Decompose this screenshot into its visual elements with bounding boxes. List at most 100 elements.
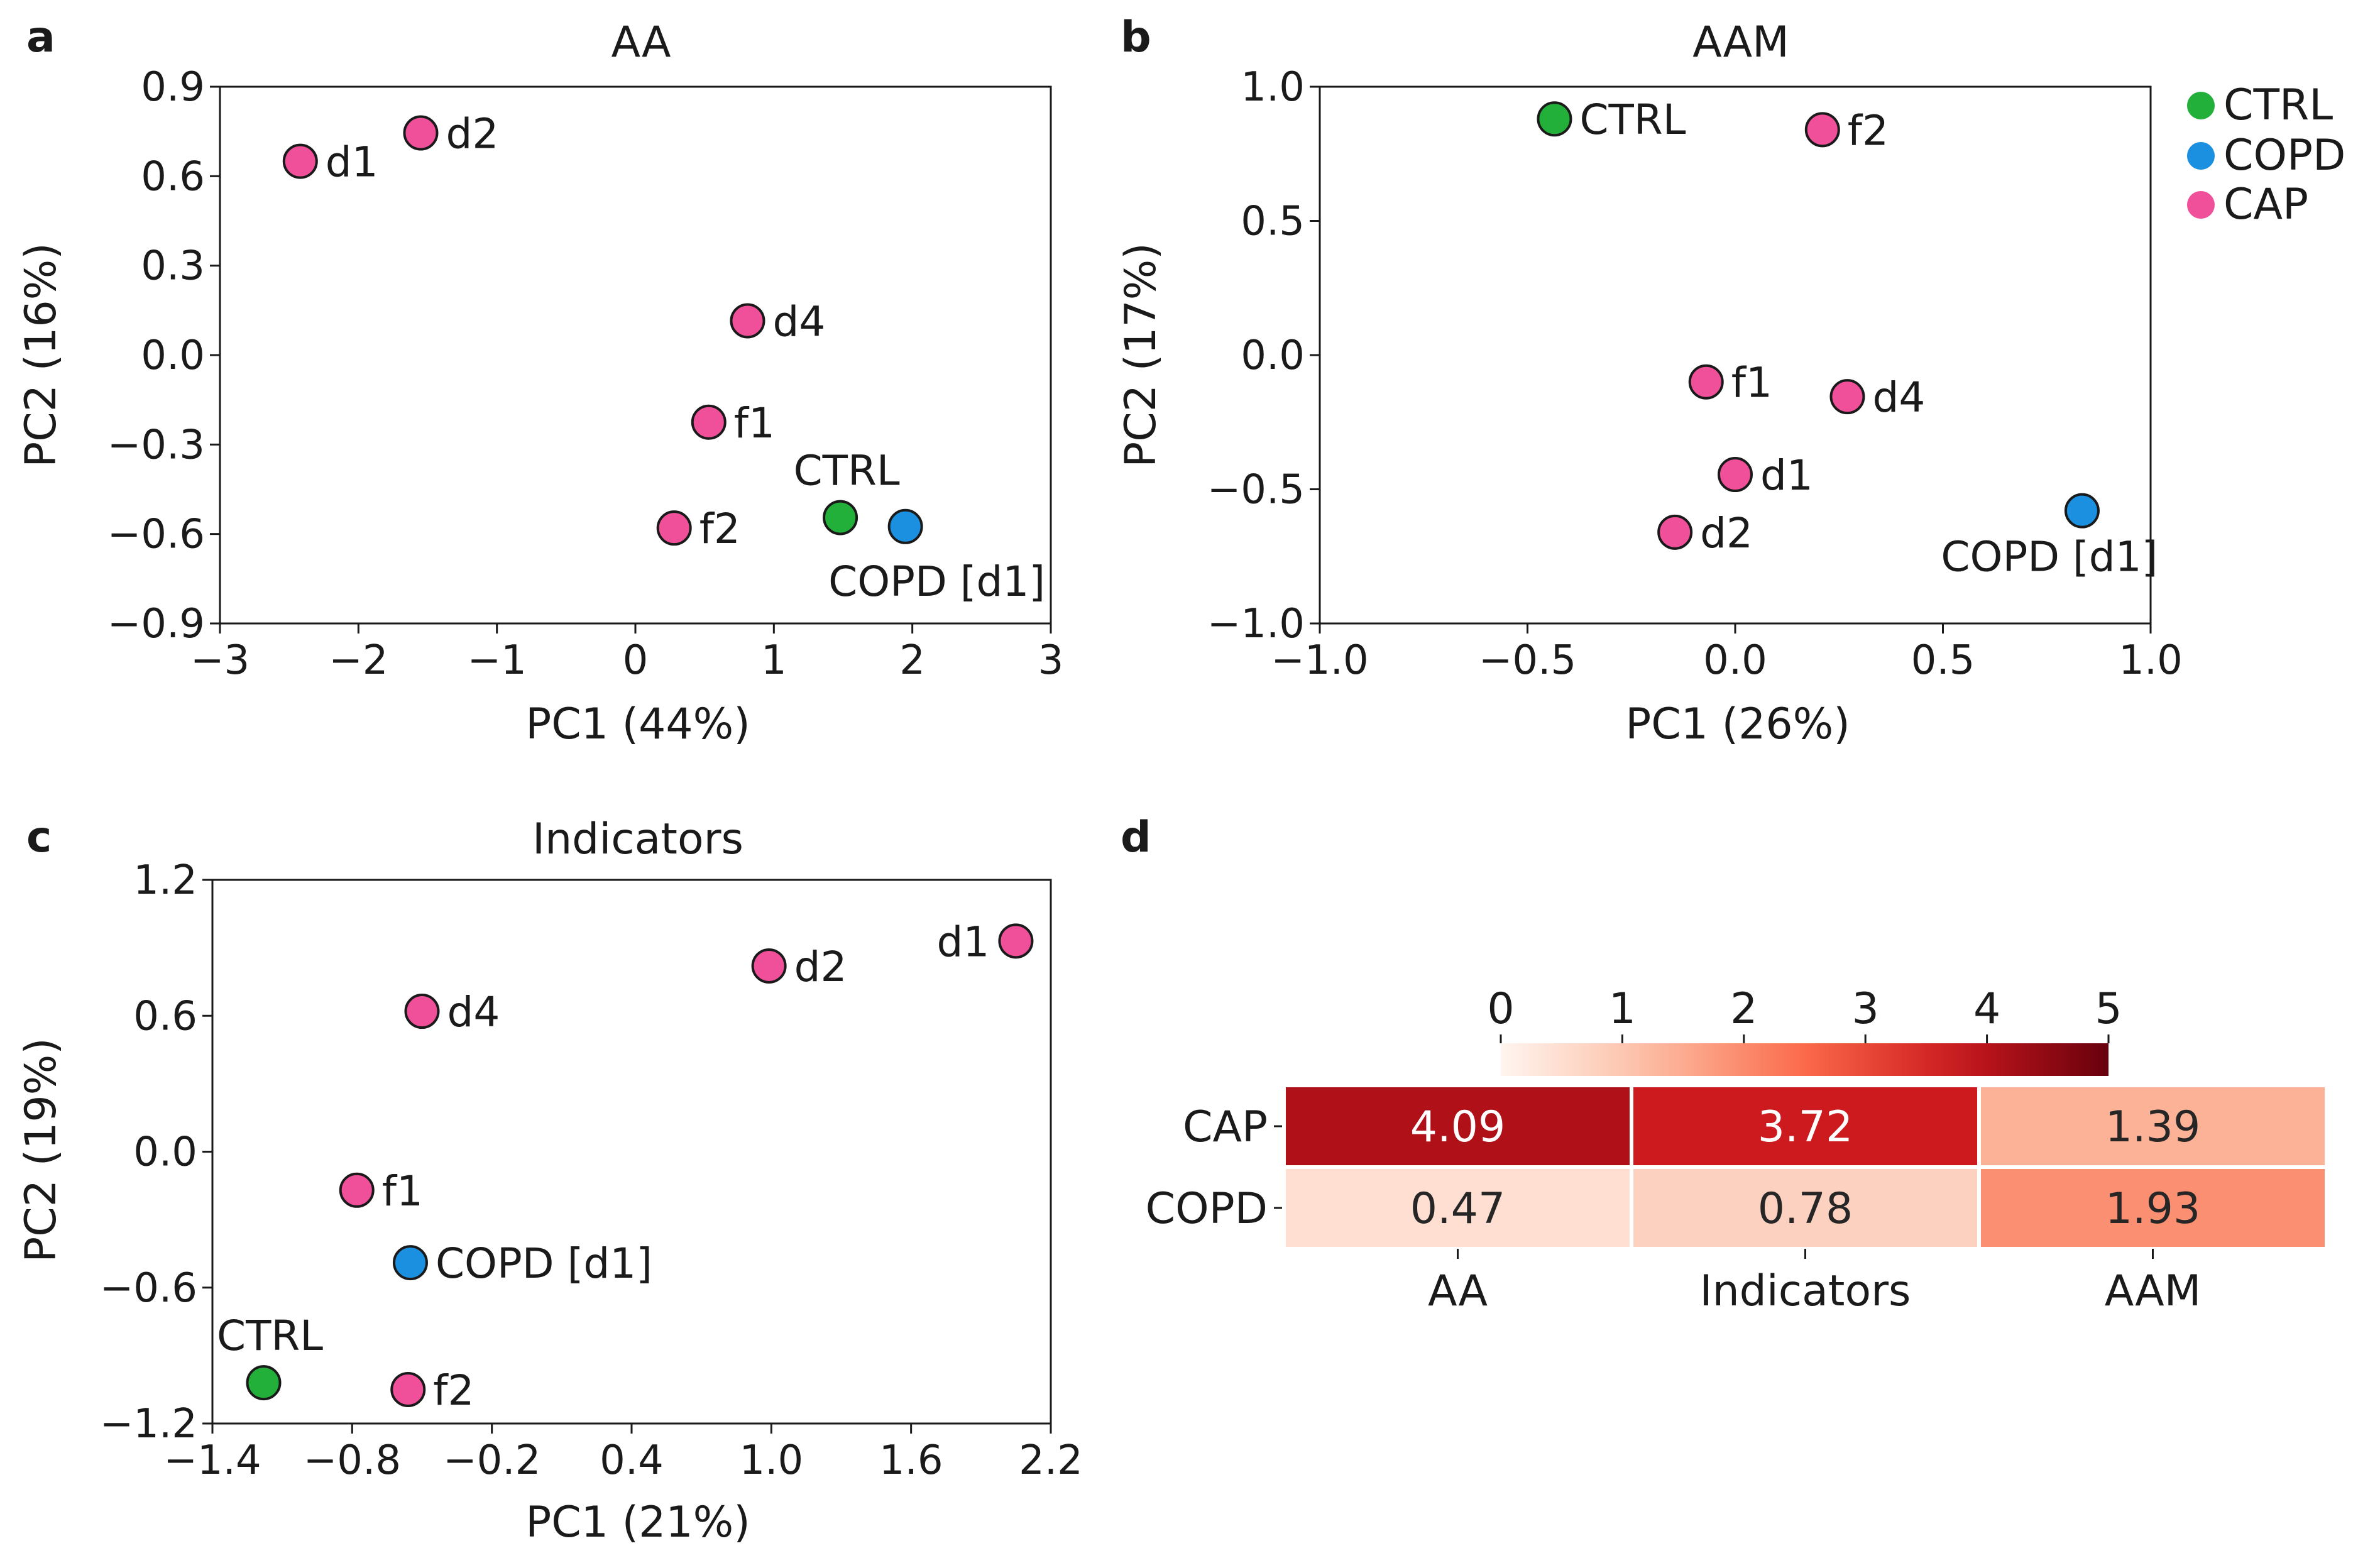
x-tick-label-aa: 2 — [899, 637, 925, 684]
chart-title-indicators: Indicators — [532, 815, 743, 864]
x-tick-label-indicators: 2.2 — [1019, 1437, 1083, 1484]
point-aam-d4 — [1829, 379, 1865, 415]
point-label-aa-d4: d4 — [772, 297, 825, 346]
y-axis-label-aa: PC2 (16%) — [16, 243, 66, 468]
y-tick-label-aam: 0.0 — [1241, 332, 1305, 379]
point-aa-d1 — [282, 143, 318, 179]
y-tick-label-aam: 0.5 — [1241, 199, 1305, 245]
legend-item-ctrl: CTRL — [2187, 80, 2333, 130]
legend-item-cap: CAP — [2187, 180, 2308, 229]
heatmap-col-label-indicators: Indicators — [1700, 1266, 1911, 1316]
x-axis-label-aam: PC1 (26%) — [1625, 699, 1850, 749]
point-label-aam-d4: d4 — [1872, 373, 1925, 422]
colorbar-tick-label: 2 — [1730, 984, 1757, 1034]
panel-letter-a: a — [26, 13, 55, 62]
point-aam-ctrl — [1537, 101, 1572, 137]
point-indicators-f1 — [339, 1172, 375, 1208]
x-tick-label-indicators: 1.0 — [739, 1437, 803, 1484]
heatmap-value-label: 0.78 — [1758, 1184, 1853, 1234]
point-indicators-d4 — [404, 994, 440, 1029]
y-tick-label-indicators: 1.2 — [133, 857, 197, 904]
x-tick-label-aa: −2 — [329, 637, 388, 684]
heatmap-cell-cap-aa — [1282, 1083, 1633, 1169]
point-label-indicators-d2: d2 — [794, 943, 847, 991]
scatter-panel-aa: a AA PC1 (44%) PC2 (16%) −3 −2 −1 0 1 2 3 −0.9 −… — [16, 13, 1063, 749]
point-label-aa-f2: f2 — [699, 505, 740, 553]
scatter-panel-aam: b AAM PC1 (26%) PC2 (17%) −1.0 −0.5 0.0 0.5… — [1116, 13, 2183, 749]
legend-label-cap: CAP — [2224, 180, 2308, 229]
point-label-aa-d2: d2 — [446, 110, 498, 158]
point-aa-d4 — [730, 303, 765, 339]
point-label-aam-d2: d2 — [1700, 509, 1753, 557]
heatmap-value-label: 0.47 — [1410, 1184, 1505, 1234]
point-label-aa-f1: f1 — [734, 399, 775, 447]
y-tick-label-indicators: 0.0 — [133, 1129, 197, 1176]
point-label-aa-ctrl: CTRL — [794, 447, 900, 495]
x-tick-label-aa: 0 — [623, 637, 649, 684]
heatmap-row-label-copd: COPD — [1146, 1184, 1268, 1234]
colorbar-tick-label: 3 — [1852, 984, 1879, 1034]
y-axis-label-indicators: PC2 (19%) — [16, 1038, 66, 1263]
x-tick-label-aam: 1.0 — [2119, 637, 2183, 684]
point-aa-f2 — [656, 510, 692, 546]
legend-marker-ctrl — [2187, 92, 2215, 119]
panel-letter-d: d — [1121, 813, 1151, 862]
point-indicators-d1 — [998, 923, 1034, 959]
point-label-indicators-d4: d4 — [447, 988, 500, 1036]
point-aam-d2 — [1657, 514, 1693, 550]
y-tick-label-aa: 0.6 — [141, 153, 205, 200]
x-axis-label-aa: PC1 (44%) — [525, 699, 750, 749]
x-tick-label-aa: 3 — [1038, 637, 1064, 684]
heatmap-value-label: 3.72 — [1758, 1102, 1853, 1152]
point-indicators-ctrl — [246, 1365, 282, 1401]
x-tick-label-indicators: 1.6 — [879, 1437, 943, 1484]
x-axis-label-indicators: PC1 (21%) — [525, 1498, 750, 1547]
point-label-aa-d1: d1 — [326, 138, 378, 187]
point-indicators-f2 — [390, 1371, 426, 1407]
point-indicators-copd-d1 — [392, 1245, 428, 1281]
colorbar-tick-label: 1 — [1609, 984, 1636, 1034]
heatmap-row-label-cap: CAP — [1183, 1102, 1268, 1152]
heatmap-col-label-aam: AAM — [2105, 1266, 2202, 1316]
y-tick-label-indicators: −0.6 — [100, 1265, 197, 1312]
panel-letter-b: b — [1121, 13, 1151, 62]
colorbar-tick-label: 5 — [2095, 984, 2122, 1034]
y-tick-label-aa: 0.9 — [141, 64, 205, 111]
x-tick-label-aam: 0.0 — [1703, 637, 1767, 684]
x-tick-label-aa: −3 — [190, 637, 250, 684]
x-tick-label-aam: −1.0 — [1271, 637, 1368, 684]
y-tick-label-indicators: 0.6 — [133, 993, 197, 1040]
panel-letter-c: c — [26, 813, 52, 862]
point-label-aam-d1: d1 — [1760, 451, 1813, 500]
y-tick-label-aa: 0.3 — [141, 243, 205, 290]
point-label-aam-copd-d1: COPD [d1] — [1941, 533, 2158, 581]
y-tick-label-aam: −1.0 — [1207, 601, 1305, 647]
y-axis-label-aam: PC2 (17%) — [1116, 243, 1166, 468]
point-aa-d2 — [403, 115, 439, 151]
legend-item-copd: COPD — [2187, 131, 2345, 180]
point-aam-f1 — [1688, 364, 1724, 400]
point-label-indicators-copd-d1: COPD [d1] — [436, 1239, 652, 1288]
heatmap-value-label: 4.09 — [1410, 1102, 1505, 1152]
point-label-indicators-ctrl: CTRL — [217, 1312, 323, 1360]
x-tick-label-indicators: 0.4 — [600, 1437, 664, 1484]
y-tick-label-aa: 0.0 — [141, 332, 205, 379]
x-tick-label-indicators: −0.2 — [443, 1437, 540, 1484]
y-tick-label-aa: −0.3 — [107, 422, 205, 468]
chart-title-aam: AAM — [1692, 18, 1789, 67]
chart-title-aa: AA — [611, 18, 671, 67]
legend: CTRL COPD CAP — [2187, 80, 2345, 229]
heatmap-cell-copd-aa — [1282, 1165, 1633, 1251]
x-tick-label-aa: −1 — [467, 637, 526, 684]
colorbar — [1501, 1043, 2109, 1076]
point-aa-f1 — [691, 404, 727, 440]
y-tick-label-aa: −0.9 — [107, 601, 205, 647]
point-aam-copd-d1 — [2064, 493, 2100, 529]
heatmap-value-label: 1.93 — [2105, 1184, 2200, 1234]
colorbar-tick-label: 4 — [1973, 984, 2000, 1034]
point-label-indicators-f2: f2 — [433, 1366, 474, 1415]
y-tick-label-indicators: −1.2 — [100, 1401, 197, 1447]
point-aa-copd-d1 — [887, 508, 923, 544]
